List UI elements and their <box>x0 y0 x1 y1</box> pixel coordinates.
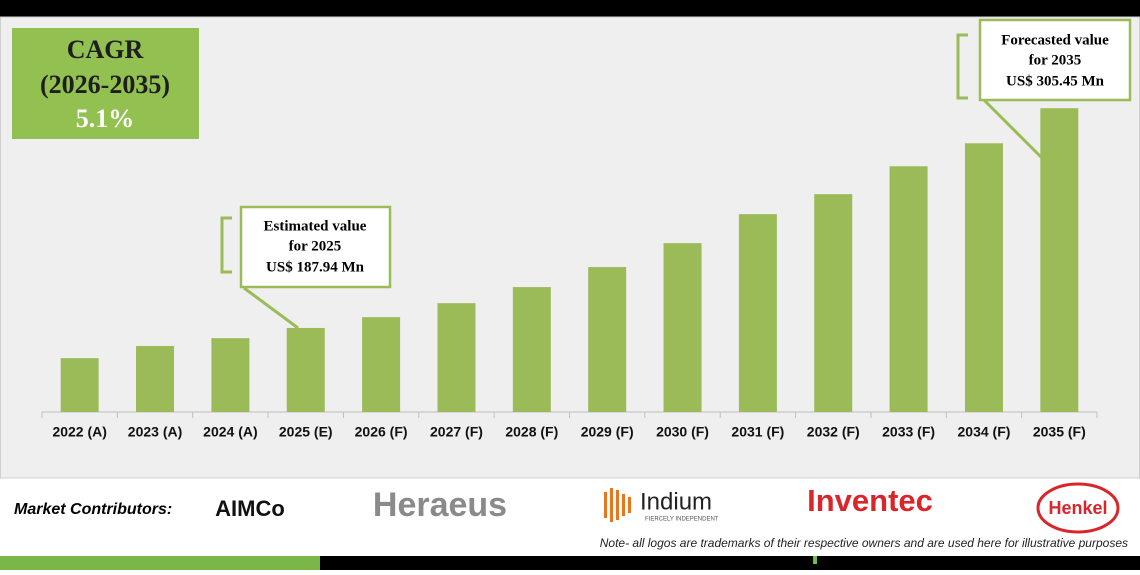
logo-heraeus: Heraeus <box>373 486 507 524</box>
top-banner <box>0 0 1140 17</box>
x-tick-label: 2030 (F) <box>656 424 709 440</box>
bar <box>60 358 99 412</box>
callout-text: Estimated value <box>264 218 367 234</box>
bar <box>362 317 401 412</box>
bar <box>964 143 1003 412</box>
x-tick-label: 2034 (F) <box>958 424 1011 440</box>
logo-tagline: FIERCELY INDEPENDENT <box>645 517 719 523</box>
callout-text: US$ 305.45 Mn <box>1006 73 1105 89</box>
x-tick-label: 2031 (F) <box>731 424 784 440</box>
bar <box>286 327 325 412</box>
x-tick-label: 2035 (F) <box>1033 424 1086 440</box>
x-tick-label: 2025 (E) <box>279 424 333 440</box>
bar <box>437 303 476 412</box>
callout-text: for 2025 <box>289 238 342 254</box>
cagr-period: (2026-2035) <box>40 70 170 99</box>
x-tick-label: 2026 (F) <box>355 424 408 440</box>
logo-henkel: Henkel <box>1048 498 1107 518</box>
logo-aimco: AIMCo <box>215 496 285 521</box>
plot-area: 2022 (A) 2023 (A) 2024 (A) 2025 (E) 2026 (F)… <box>41 108 1098 440</box>
cagr-value: 5.1% <box>76 104 135 133</box>
x-tick-label: 2022 (A) <box>52 424 106 440</box>
bar <box>1040 108 1079 412</box>
bar <box>588 267 627 412</box>
callout-bracket <box>956 33 968 100</box>
bar <box>136 345 175 412</box>
callout-text: for 2035 <box>1029 52 1082 68</box>
footer-strip <box>0 556 320 570</box>
footnote: Note- all logos are trademarks of their … <box>600 536 1128 550</box>
bar <box>663 243 702 412</box>
x-tick-label: 2024 (A) <box>203 424 257 440</box>
callout-box <box>239 205 392 289</box>
callout-bracket <box>220 216 232 274</box>
callout-text: US$ 187.94 Mn <box>266 259 365 275</box>
bar <box>738 214 777 412</box>
bar <box>814 194 853 412</box>
bar <box>211 338 250 412</box>
x-tick-label: 2023 (A) <box>128 424 182 440</box>
bar <box>889 166 928 412</box>
x-tick-label: 2028 (F) <box>505 424 558 440</box>
logo-indium: Indium <box>640 488 712 515</box>
callout-stem <box>982 98 1048 164</box>
logo-indium-mark <box>604 488 631 522</box>
footer-strip <box>813 556 817 564</box>
callout-box <box>978 18 1132 102</box>
contributors-label: Market Contributors: <box>14 501 172 518</box>
callout-text: Forecasted value <box>1001 32 1109 48</box>
x-tick-label: 2029 (F) <box>581 424 634 440</box>
x-tick-label: 2032 (F) <box>807 424 860 440</box>
logo-inventec: Inventec <box>807 483 933 518</box>
cagr-box <box>12 28 199 139</box>
cagr-label: CAGR <box>67 35 144 64</box>
logo-henkel-oval <box>1036 482 1120 534</box>
footer-strip <box>320 556 1140 570</box>
x-tick-label: 2027 (F) <box>430 424 483 440</box>
bar <box>512 287 551 412</box>
callout-stem <box>243 286 299 330</box>
x-tick-label: 2033 (F) <box>882 424 935 440</box>
